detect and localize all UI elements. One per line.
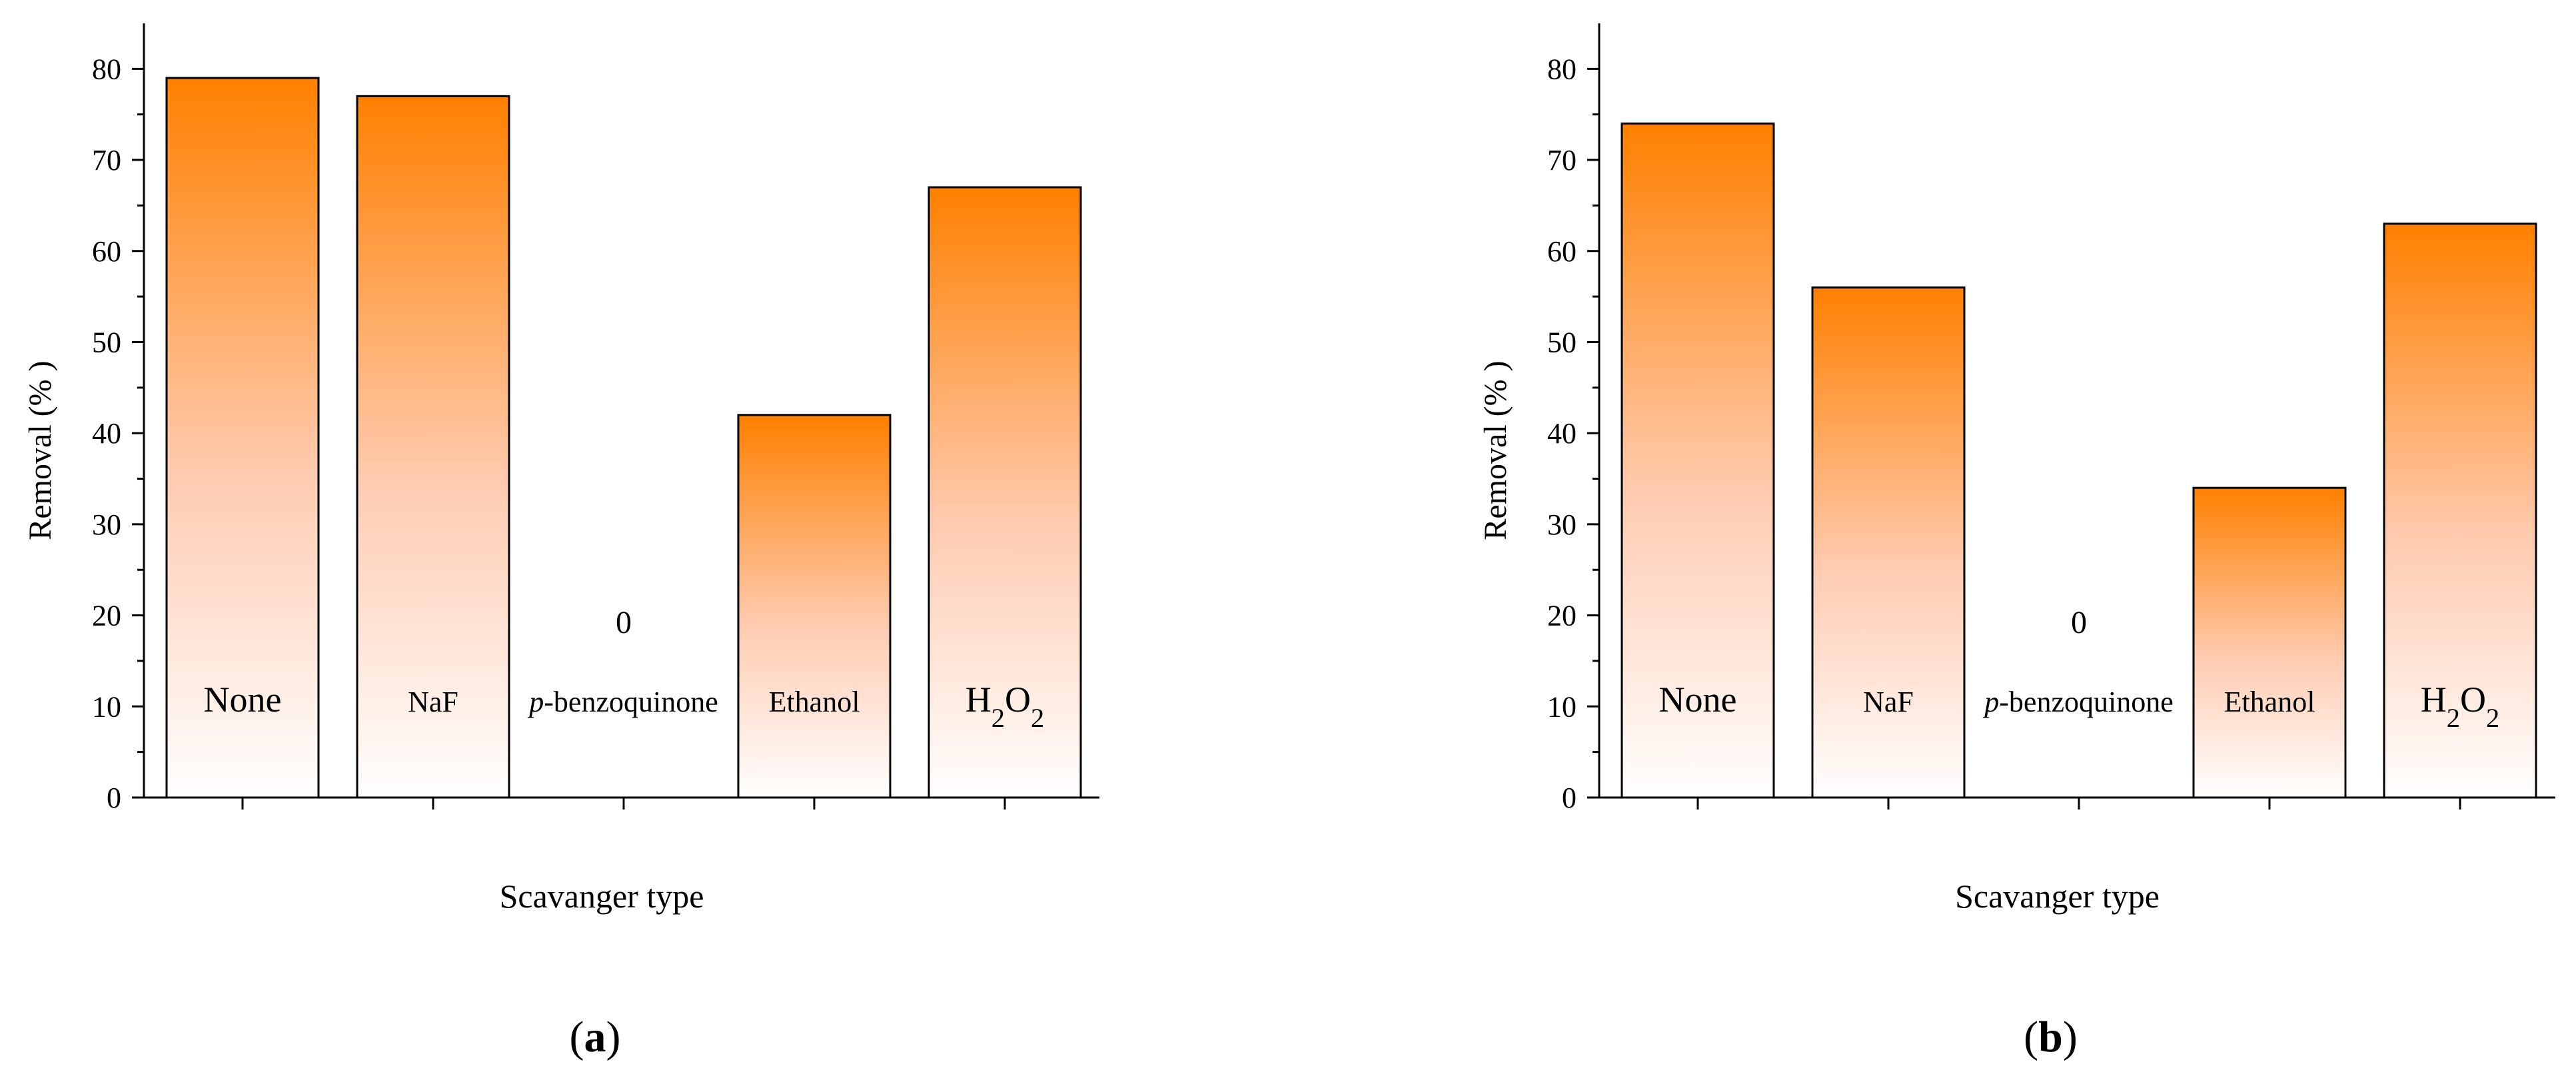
bar-none [1620,122,1775,799]
category-label: None [1659,680,1737,720]
y-tick-label: 60 [1547,235,1577,268]
category-label: p-benzoquinone [1982,686,2173,718]
x-axis-label: Scavanger type [1955,877,2160,915]
y-axis-label: Removal (% ) [1478,360,1513,540]
y-tick-label: 30 [92,508,121,541]
zero-value-label: 0 [2071,605,2087,640]
y-tick-label: 80 [92,53,121,85]
y-tick-label: 0 [1562,782,1577,814]
bar-ethanol [737,414,892,799]
chart-panel-b: 0 10 20 30 40 50 60 70 80 Removal (% ) None NaF 0 p-b… [1478,23,2555,1061]
category-label: None [204,680,282,720]
y-tick-label: 30 [1547,508,1577,541]
x-axis-label: Scavanger type [500,877,704,915]
bar-h2o2 [2383,223,2537,799]
category-label: p-benzoquinone [527,686,718,718]
category-label: Ethanol [2224,686,2315,718]
category-label: NaF [1863,686,1914,718]
category-label: H2O2 [2421,680,2500,733]
y-tick-label: 0 [107,782,121,814]
y-tick-label: 50 [92,326,121,358]
y-tick-label: 80 [1547,53,1577,85]
y-tick-label: 10 [92,690,121,723]
category-label: Ethanol [769,686,860,718]
bar-naf [356,95,510,799]
y-axis-label: Removal (% ) [23,360,58,540]
y-tick-label: 70 [92,144,121,177]
y-tick-label: 20 [1547,600,1577,632]
y-tick-label: 70 [1547,144,1577,177]
panel-label: (b) [2024,1013,2078,1061]
y-tick-label: 10 [1547,690,1577,723]
bar-ethanol [2192,486,2347,799]
bar-none [165,77,320,799]
y-tick-label: 40 [92,417,121,450]
panel-label: (a) [570,1013,621,1061]
chart-panel-a: 0 10 20 30 40 50 60 70 80 Removal (% ) None NaF 0 p-b… [23,23,1099,1061]
category-label: H2O2 [966,680,1045,733]
bar-h2o2 [928,186,1082,799]
y-tick-label: 20 [92,600,121,632]
bar-naf [1811,286,1966,799]
y-tick-label: 60 [92,235,121,268]
y-tick-label: 40 [1547,417,1577,450]
zero-value-label: 0 [616,605,632,640]
category-label: NaF [408,686,458,718]
y-tick-label: 50 [1547,326,1577,358]
